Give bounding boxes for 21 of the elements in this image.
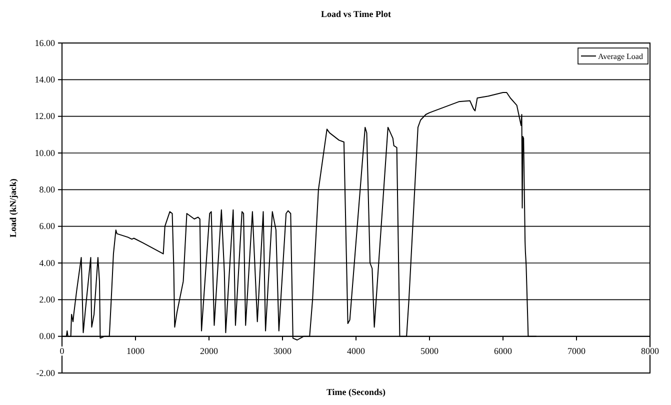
y-tick-label: 4.00	[39, 258, 56, 268]
x-axis-title: Time (Seconds)	[326, 387, 386, 397]
y-tick-label: -2.00	[36, 368, 56, 378]
x-tick-label: 7000	[568, 346, 586, 356]
x-tick-label: 1000	[126, 346, 145, 356]
y-tick-label: 8.00	[39, 184, 56, 195]
y-tick-label: 2.00	[39, 294, 56, 305]
x-tick-label: 6000	[494, 346, 512, 356]
x-tick-label: 3000	[274, 346, 292, 356]
y-axis-title: Load (kN/jack)	[8, 178, 18, 238]
y-tick-label: 6.00	[39, 221, 56, 232]
x-tick-label: 5000	[420, 346, 439, 356]
y-tick-label: 16.00	[34, 38, 56, 48]
chart-title: Load vs Time Plot	[321, 9, 391, 19]
y-tick-label: 12.00	[34, 111, 56, 122]
y-tick-label: 0.00	[39, 331, 56, 342]
y-tick-label: 10.00	[34, 148, 56, 158]
legend-label: Average Load	[598, 52, 643, 61]
x-tick-label: 2000	[200, 346, 218, 356]
x-tick-label: 4000	[347, 346, 366, 356]
y-tick-label: 14.00	[34, 74, 56, 85]
